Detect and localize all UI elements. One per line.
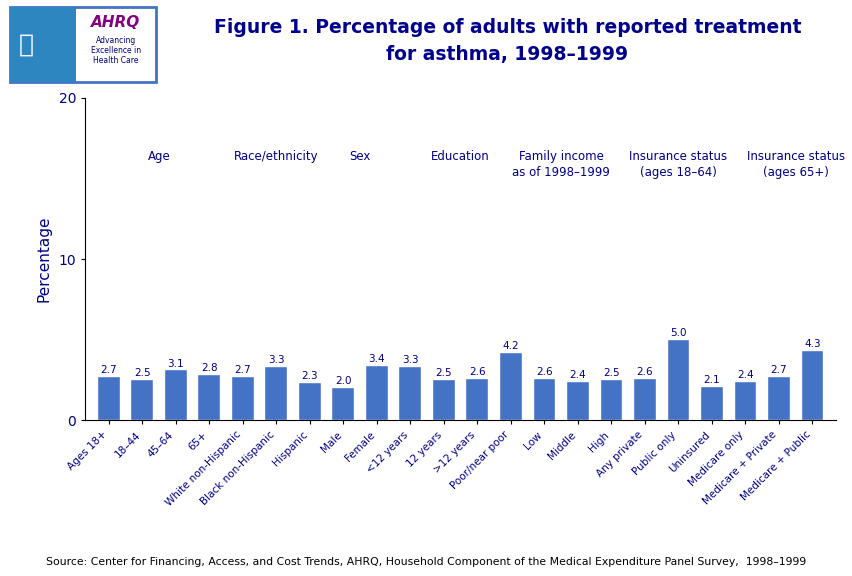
Bar bbox=[199, 376, 220, 420]
Bar bbox=[332, 388, 354, 420]
Text: Health Care: Health Care bbox=[93, 56, 139, 66]
Text: 2.8: 2.8 bbox=[201, 363, 217, 373]
FancyBboxPatch shape bbox=[10, 7, 156, 82]
Text: Race/ethnicity: Race/ethnicity bbox=[233, 150, 319, 162]
Text: 2.5: 2.5 bbox=[134, 368, 151, 378]
Text: 3.4: 3.4 bbox=[368, 354, 385, 363]
Text: 2.5: 2.5 bbox=[602, 368, 619, 378]
Bar bbox=[10, 7, 76, 82]
Bar bbox=[667, 340, 688, 420]
Bar bbox=[298, 384, 320, 420]
Text: 2.6: 2.6 bbox=[469, 366, 485, 377]
Bar bbox=[232, 377, 253, 420]
Bar bbox=[499, 353, 521, 420]
Bar bbox=[532, 378, 555, 420]
Bar bbox=[399, 367, 421, 420]
Text: 3.1: 3.1 bbox=[167, 358, 184, 369]
Text: AHRQ: AHRQ bbox=[91, 16, 141, 31]
Bar bbox=[265, 367, 287, 420]
Text: 2.1: 2.1 bbox=[703, 374, 719, 385]
Bar bbox=[164, 370, 187, 420]
Bar bbox=[600, 380, 622, 420]
Text: 🦅: 🦅 bbox=[19, 33, 34, 56]
Text: 5.0: 5.0 bbox=[670, 328, 686, 338]
Text: Insurance status
(ages 65+): Insurance status (ages 65+) bbox=[746, 150, 843, 179]
Text: 4.2: 4.2 bbox=[502, 341, 519, 351]
Text: 2.7: 2.7 bbox=[101, 365, 117, 375]
Text: 2.7: 2.7 bbox=[769, 365, 786, 375]
Bar bbox=[767, 377, 789, 420]
Text: 2.5: 2.5 bbox=[435, 368, 452, 378]
Text: 4.3: 4.3 bbox=[803, 339, 820, 349]
Text: 2.0: 2.0 bbox=[335, 376, 351, 386]
Text: Education: Education bbox=[431, 150, 489, 162]
Text: Figure 1. Percentage of adults with reported treatment
for asthma, 1998–1999: Figure 1. Percentage of adults with repo… bbox=[214, 18, 800, 63]
Text: 2.7: 2.7 bbox=[234, 365, 250, 375]
Bar bbox=[131, 380, 153, 420]
Bar bbox=[567, 382, 588, 420]
Text: 3.3: 3.3 bbox=[401, 355, 418, 365]
Bar bbox=[633, 378, 655, 420]
Y-axis label: Percentage: Percentage bbox=[37, 216, 52, 302]
Bar bbox=[98, 377, 119, 420]
Text: Insurance status
(ages 18–64): Insurance status (ages 18–64) bbox=[629, 150, 727, 179]
Text: Sex: Sex bbox=[349, 150, 371, 162]
Bar bbox=[700, 386, 722, 420]
Text: 2.4: 2.4 bbox=[569, 370, 585, 380]
Bar bbox=[466, 378, 487, 420]
Text: Source: Center for Financing, Access, and Cost Trends, AHRQ, Household Component: Source: Center for Financing, Access, an… bbox=[46, 558, 806, 567]
Text: Excellence in: Excellence in bbox=[91, 46, 141, 55]
Text: 3.3: 3.3 bbox=[268, 355, 285, 365]
Text: 2.3: 2.3 bbox=[301, 372, 318, 381]
Text: Advancing: Advancing bbox=[95, 36, 136, 46]
Text: Family income
as of 1998–1999: Family income as of 1998–1999 bbox=[511, 150, 609, 179]
Text: Age: Age bbox=[147, 150, 170, 162]
Text: 2.6: 2.6 bbox=[636, 366, 653, 377]
Bar bbox=[433, 380, 454, 420]
Bar bbox=[366, 366, 388, 420]
Text: 2.4: 2.4 bbox=[736, 370, 753, 380]
Bar bbox=[734, 382, 756, 420]
Text: 2.6: 2.6 bbox=[535, 366, 552, 377]
Bar bbox=[801, 351, 822, 420]
